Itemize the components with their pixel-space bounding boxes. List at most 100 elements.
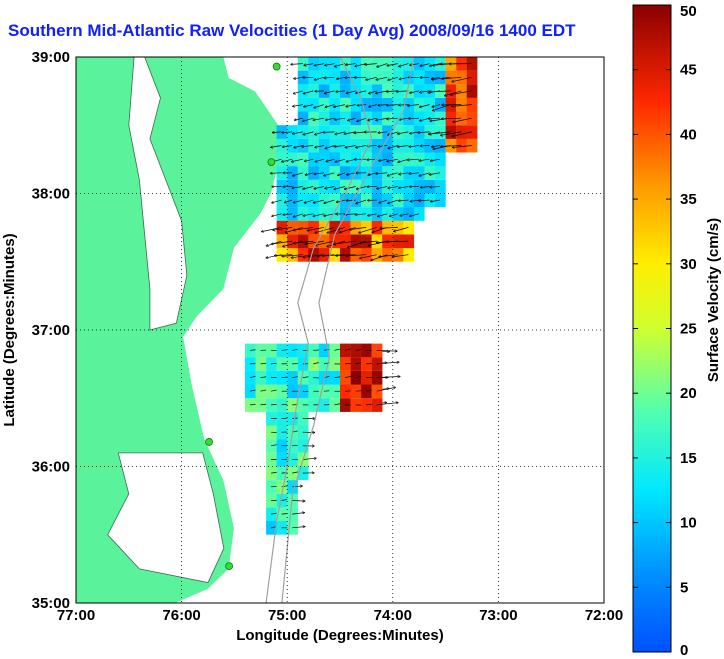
velocity-vector	[388, 172, 398, 176]
velocity-cell	[350, 234, 362, 249]
velocity-cell	[371, 166, 383, 180]
velocity-vector	[314, 199, 324, 203]
velocity-cell	[371, 70, 383, 85]
velocity-cell	[413, 166, 425, 180]
pamlico-sound	[107, 452, 225, 583]
velocity-vector	[419, 200, 430, 201]
velocity-cell	[276, 179, 288, 194]
velocity-vector	[378, 105, 388, 106]
velocity-vector	[357, 105, 367, 106]
velocity-cell	[308, 70, 319, 85]
velocity-vector	[388, 76, 398, 80]
velocity-cell	[340, 84, 351, 98]
velocity-cell	[361, 70, 372, 85]
velocity-cell	[382, 166, 393, 180]
velocity-cell	[308, 84, 319, 98]
velocity-cell	[287, 138, 298, 153]
velocity-cell	[308, 234, 319, 249]
velocity-cell	[308, 111, 319, 126]
velocity-cell	[382, 179, 393, 194]
velocity-vector	[399, 63, 409, 67]
velocity-cell	[308, 179, 319, 194]
velocity-cell	[340, 138, 351, 153]
velocity-cell	[318, 84, 330, 98]
velocity-vector	[283, 214, 293, 215]
velocity-vector	[376, 377, 400, 378]
velocity-vector	[303, 213, 314, 216]
velocity-vector	[271, 173, 282, 174]
velocity-vector	[262, 227, 282, 231]
velocity-cell	[287, 207, 298, 221]
velocity-cell	[340, 179, 351, 194]
velocity-cell	[424, 97, 436, 112]
velocity-cell	[297, 179, 309, 194]
velocity-cell	[329, 193, 341, 208]
velocity-cell	[318, 57, 330, 71]
velocity-vector	[327, 227, 346, 232]
velocity-cell	[392, 152, 404, 167]
velocity-cell	[287, 166, 298, 180]
velocity-cell	[329, 97, 341, 112]
velocity-cell	[435, 111, 446, 126]
velocity-cell	[340, 97, 351, 112]
velocity-vector	[315, 240, 335, 245]
velocity-cell	[297, 152, 309, 167]
velocity-vector	[445, 90, 462, 96]
velocity-cell	[297, 234, 309, 249]
velocity-vector	[378, 146, 388, 147]
velocity-vector	[313, 117, 324, 120]
velocity-cell	[287, 193, 298, 208]
velocity-cell	[435, 138, 446, 153]
velocity-cell	[276, 220, 288, 235]
velocity-cell	[392, 166, 404, 180]
velocity-vector	[357, 186, 367, 190]
x-tick-label: 72:00	[585, 607, 623, 624]
velocity-vector	[304, 104, 314, 107]
velocity-cell	[413, 207, 425, 221]
velocity-vector	[360, 240, 377, 243]
velocity-cell	[371, 84, 383, 98]
velocity-cell	[318, 166, 330, 180]
velocity-cell	[308, 152, 319, 167]
velocity-vector	[397, 91, 409, 92]
velocity-vector	[360, 254, 377, 259]
velocity-vector	[315, 76, 324, 80]
velocity-cell	[318, 97, 330, 112]
radar-station	[205, 438, 213, 446]
velocity-vector	[326, 158, 335, 161]
chart-title: Southern Mid-Atlantic Raw Velocities (1 …	[8, 21, 576, 40]
velocity-cell	[403, 234, 415, 249]
velocity-vector	[388, 145, 398, 149]
y-axis-label: Latitude (Degrees:Minutes)	[1, 233, 18, 426]
velocity-vector	[293, 104, 303, 107]
velocity-cell	[424, 125, 436, 139]
velocity-cell	[445, 125, 457, 139]
velocity-vector	[378, 213, 388, 217]
velocity-cell	[466, 84, 478, 98]
velocity-vector	[376, 350, 397, 351]
velocity-vector	[442, 76, 462, 79]
velocity-vector	[380, 227, 398, 228]
velocity-vector	[399, 200, 409, 201]
velocity-vector	[433, 104, 451, 111]
velocity-vector	[325, 145, 335, 149]
velocity-vector	[272, 213, 282, 216]
velocity-vector	[302, 146, 314, 147]
velocity-cell	[297, 111, 309, 126]
velocity-vector	[376, 90, 388, 93]
velocity-vector	[367, 146, 377, 147]
velocity-vector	[314, 63, 324, 66]
velocity-vector	[359, 227, 377, 233]
velocity-cell	[276, 207, 288, 221]
velocity-cell	[361, 207, 372, 221]
velocity-cell	[297, 125, 309, 139]
velocity-cell	[392, 125, 404, 139]
velocity-vector	[282, 254, 303, 257]
velocity-cell	[276, 138, 288, 153]
velocity-vector	[356, 145, 367, 148]
velocity-cell	[308, 166, 319, 180]
velocity-cell	[340, 111, 351, 126]
velocity-cell	[361, 234, 372, 249]
velocity-vector	[346, 254, 367, 256]
velocity-cell	[361, 179, 372, 194]
